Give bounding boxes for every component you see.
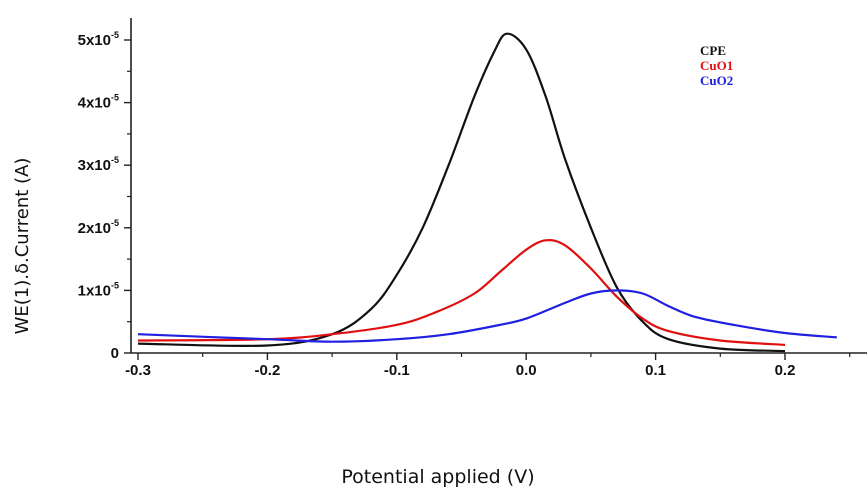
y-tick-label: 1x10-5 (78, 280, 119, 299)
series-line-cuo1 (137, 239, 786, 346)
y-tick-label: 0 (111, 345, 119, 362)
x-tick-label: -0.2 (254, 362, 280, 379)
series-line-cpe (137, 32, 786, 353)
axes (130, 18, 867, 354)
x-axis-label: Potential applied (V) (341, 466, 534, 488)
legend-entry-cuo2: CuO2 (700, 73, 733, 88)
x-tick-label: -0.1 (384, 362, 410, 379)
y-tick-label: 3x10-5 (78, 155, 119, 174)
x-tick-label: -0.3 (125, 362, 151, 379)
y-tick-label: 2x10-5 (78, 218, 119, 237)
legend-entry-cpe: CPE (700, 43, 726, 58)
y-ticks: 0 1x10-5 2x10-5 3x10-5 4x10-5 5x10-5 (78, 30, 131, 362)
x-tick-label: 0.2 (775, 362, 796, 379)
y-tick-label: 4x10-5 (78, 93, 119, 112)
x-tick-label: 0.0 (516, 362, 537, 379)
series (137, 32, 837, 353)
y-tick-label: 5x10-5 (78, 30, 119, 49)
y-axis-label: WE(1).δ.Current (A) (12, 158, 33, 335)
legend-entry-cuo1: CuO1 (700, 58, 733, 73)
x-tick-label: 0.1 (645, 362, 666, 379)
x-ticks: -0.3 -0.2 -0.1 0.0 0.1 0.2 (125, 353, 851, 379)
series-line-cuo2 (137, 289, 837, 343)
